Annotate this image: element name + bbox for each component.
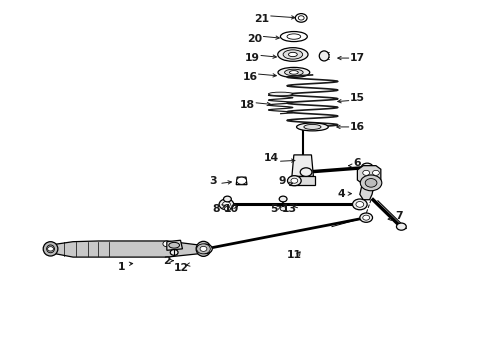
Ellipse shape [304,125,321,130]
Text: 1: 1 [118,262,125,272]
Circle shape [223,196,231,202]
Circle shape [291,178,298,183]
Circle shape [280,207,286,211]
Polygon shape [357,166,381,200]
Circle shape [288,176,301,186]
Circle shape [170,249,178,255]
Text: 6: 6 [354,158,361,168]
Ellipse shape [269,92,293,96]
Ellipse shape [169,242,179,248]
Circle shape [300,168,312,176]
Circle shape [163,241,171,247]
Ellipse shape [280,32,307,41]
Text: 7: 7 [395,211,403,221]
Text: 10: 10 [224,204,239,215]
Ellipse shape [278,67,310,77]
Text: 18: 18 [240,100,255,111]
Ellipse shape [283,50,303,59]
Circle shape [372,170,379,175]
Polygon shape [167,240,182,250]
Circle shape [219,199,234,210]
Circle shape [202,246,209,251]
Text: 14: 14 [264,153,279,163]
Ellipse shape [319,51,329,61]
Circle shape [295,14,307,22]
Text: 16: 16 [350,122,365,132]
Text: 19: 19 [245,53,260,63]
Text: 5: 5 [270,204,278,215]
Circle shape [363,170,369,175]
Circle shape [196,244,210,254]
Circle shape [360,175,382,191]
Circle shape [365,179,377,187]
Circle shape [279,196,287,202]
Text: 16: 16 [243,72,257,82]
Text: 12: 12 [174,263,189,273]
Text: 8: 8 [212,204,220,215]
Ellipse shape [296,123,328,131]
Circle shape [237,177,246,184]
Circle shape [360,213,372,222]
Circle shape [199,244,212,253]
Ellipse shape [289,52,297,57]
Polygon shape [292,155,314,176]
Circle shape [222,202,230,207]
Circle shape [298,16,304,20]
Circle shape [352,199,367,210]
Ellipse shape [287,34,301,39]
Polygon shape [291,176,315,185]
Text: 11: 11 [286,250,301,260]
Text: 2: 2 [163,256,171,266]
Circle shape [396,223,406,230]
Circle shape [361,163,373,172]
Ellipse shape [278,48,308,61]
Text: 17: 17 [350,53,365,63]
Ellipse shape [290,71,298,74]
Circle shape [356,202,364,207]
Circle shape [200,246,207,251]
Polygon shape [49,241,206,257]
Text: 13: 13 [281,204,296,215]
Text: 15: 15 [350,93,365,103]
Ellipse shape [196,241,211,256]
Polygon shape [236,177,247,185]
Ellipse shape [47,245,54,253]
Text: 4: 4 [338,189,345,199]
Text: 3: 3 [209,176,217,186]
Circle shape [224,207,230,211]
Circle shape [48,247,53,251]
Text: 21: 21 [254,14,270,24]
Ellipse shape [285,69,303,76]
Circle shape [363,215,369,220]
Text: 20: 20 [247,34,262,44]
Ellipse shape [43,242,58,256]
Text: 9: 9 [279,176,286,186]
